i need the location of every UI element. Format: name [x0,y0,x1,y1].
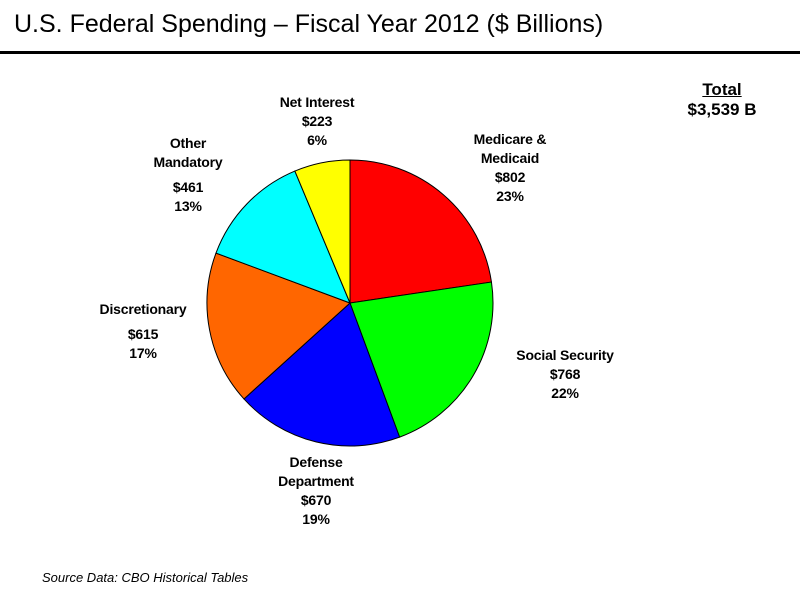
slice-value: $461 [172,179,204,195]
total-box: Total $3,539 B [662,80,782,120]
slice-name: Defense [289,454,343,470]
slice-name: Department [278,473,354,489]
total-label: Total [702,80,742,99]
label-defense: Defense Department $670 19% [278,453,354,529]
pie-slice-defense-department [243,302,401,447]
slice-percent: 17% [129,345,157,361]
source-note: Source Data: CBO Historical Tables [42,570,249,585]
slice-name: Social Security [516,347,614,363]
title-divider [0,51,800,54]
slice-value: $768 [549,366,581,382]
slice-value: $670 [300,492,332,508]
slice-name: Discretionary [99,301,187,317]
pie-slice-medicare-medicaid [349,159,493,304]
slice-name: Other [169,135,207,151]
chart-title: U.S. Federal Spending – Fiscal Year 2012… [14,10,604,38]
total-value: $3,539 B [687,100,757,119]
label-net-interest: Net Interest $223 6% [280,93,355,150]
slice-name: Net Interest [279,94,355,110]
slice-percent: 6% [307,132,327,148]
slice-value: $615 [127,326,159,342]
slice-value: $223 [301,113,333,129]
pie-slice-discretionary [206,252,351,400]
label-medicare-medicaid: Medicare & Medicaid $802 23% [474,130,547,206]
slice-percent: 23% [496,188,524,204]
slice-percent: 13% [174,198,202,214]
label-other-mandatory: Other Mandatory $461 13% [154,134,223,216]
slice-value: $802 [494,169,526,185]
pie-slice-net-interest [294,159,351,304]
slice-percent: 22% [551,385,579,401]
pie-slice-other-mandatory [215,170,351,304]
label-discretionary: Discretionary $615 17% [100,300,187,363]
slice-name: Medicaid [480,150,540,166]
label-social-security: Social Security $768 22% [516,346,614,403]
slice-percent: 19% [302,511,330,527]
slice-name: Medicare & [473,131,547,147]
slice-name: Mandatory [153,154,223,170]
